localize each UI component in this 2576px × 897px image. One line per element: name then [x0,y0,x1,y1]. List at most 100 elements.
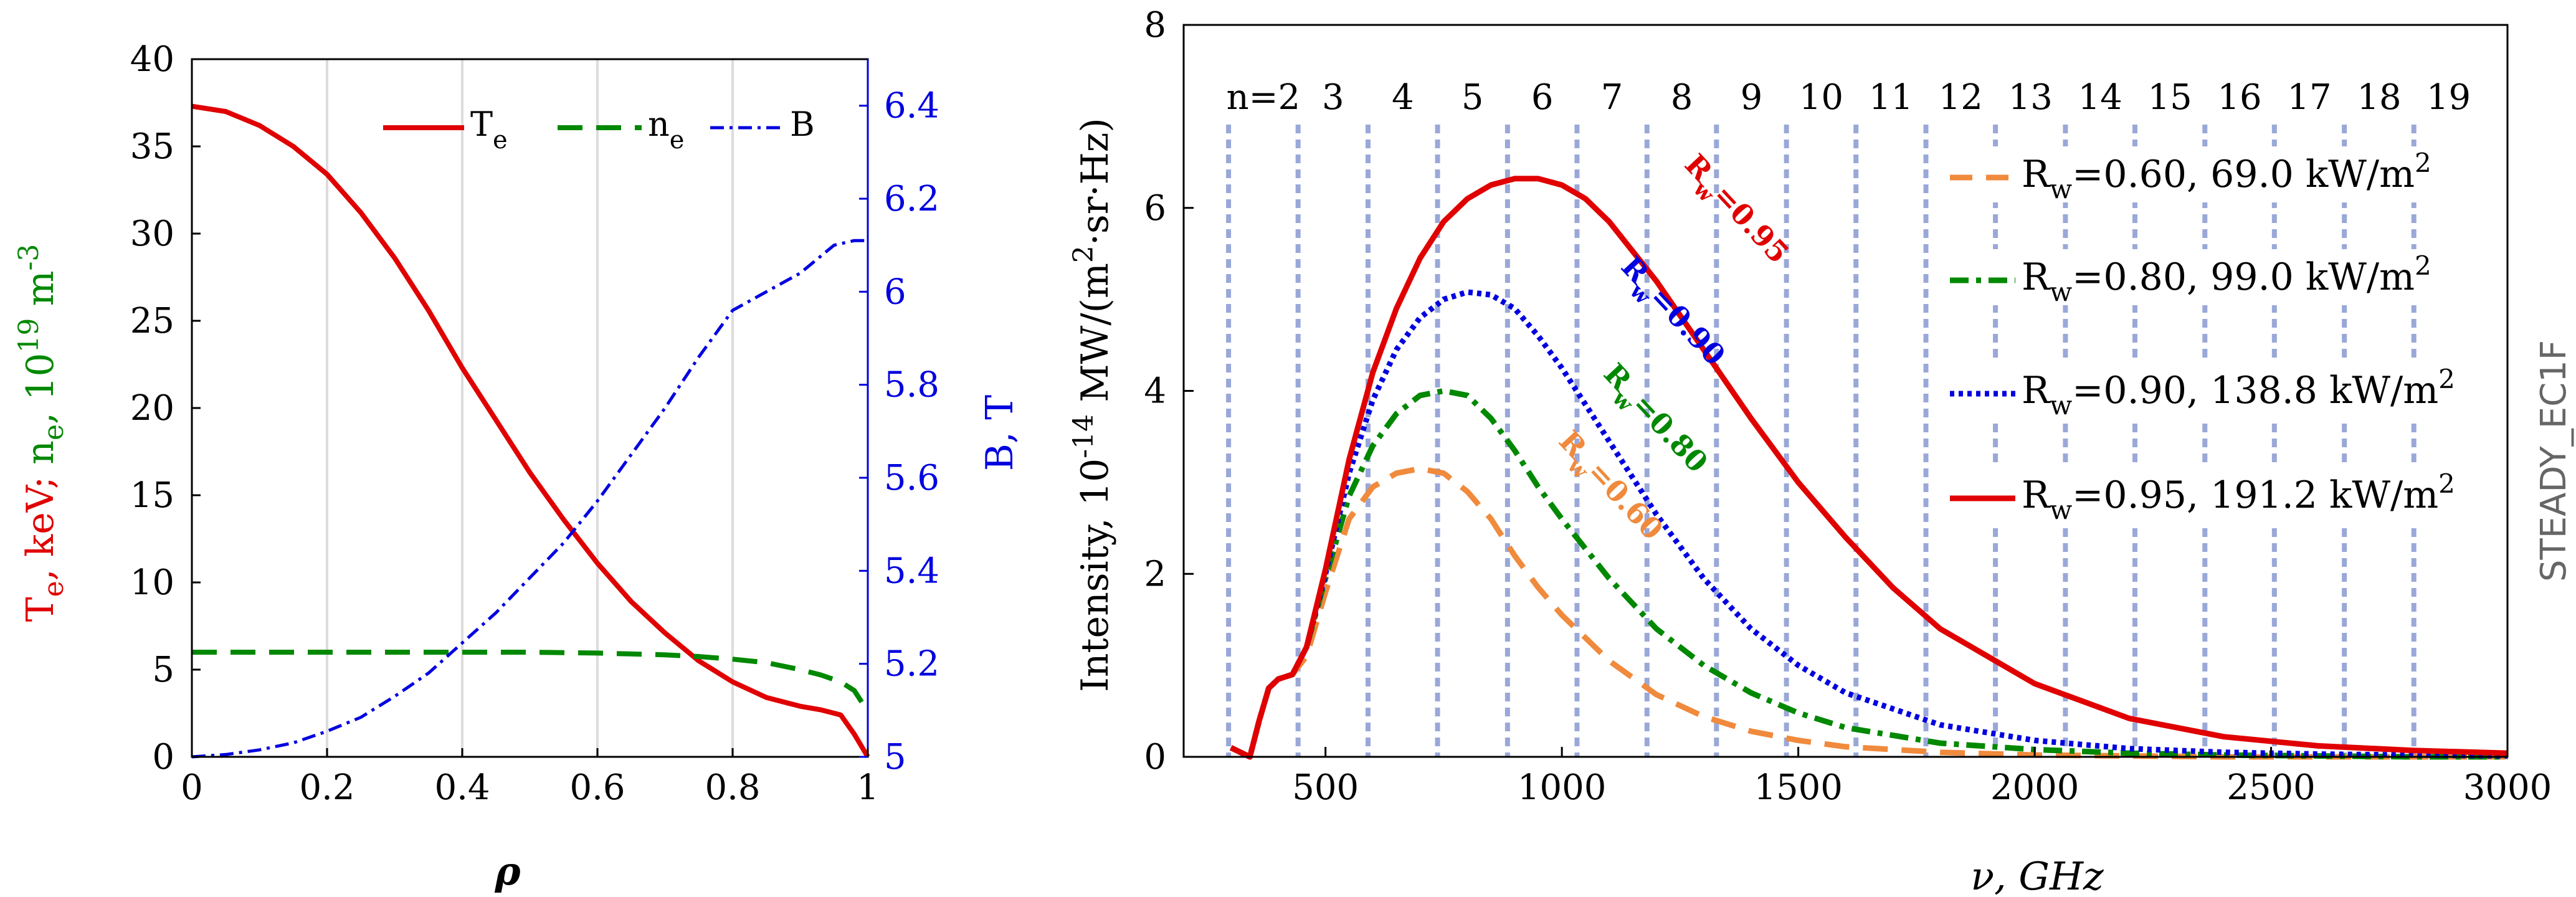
right-x-tick-label: 2000 [1990,767,2079,808]
ylabel-r-exp: -14 [1068,414,1100,458]
legend-rw095-sub: w [2050,495,2072,525]
ylabel-ne-sub: e [38,424,70,440]
series-te-line [191,103,870,759]
harmonic-label: 19 [2426,77,2471,118]
right-x-ticks: 500 1000 1500 2000 2500 3000 [1292,747,2552,808]
legend-rw090-sub: w [2050,390,2072,420]
right-x-tick-label: 3000 [2463,767,2552,808]
legend-b-label: B [790,105,815,144]
legend-rw080-exp: 2 [2415,250,2431,281]
ylabel-ne-exp: 19 [13,318,45,353]
legend-rw095-label: Rw=0.95, 191.2 kW/m2 [2022,468,2455,525]
legend-rw090-exp: 2 [2438,364,2455,394]
series-rw-0-90-line [1229,289,2508,760]
right-axis-tick-label: 6.2 [884,179,939,219]
harmonic-label: 13 [2008,77,2053,118]
legend-rw060-power: 69.0 kW/m [2210,153,2415,196]
left-y-tick-label: 5 [152,650,174,690]
legend-rw060-label: Rw=0.60, 69.0 kW/m2 [2022,148,2431,204]
legend-rw080-eq: = [2072,255,2103,299]
left-y-tick-label: 25 [130,301,174,341]
right-x-tick-label: 1500 [1754,767,1843,808]
legend-rw090-power: 138.8 kW/m [2210,369,2438,412]
right-x-tick-label: 1000 [1518,767,1607,808]
legend-rw060-r: R [2022,153,2051,196]
right-x-axis-label-text: ν, GHz [1970,853,2104,897]
legend-te-sub: e [493,126,508,154]
left-x-tick-label: 1 [857,767,879,808]
right-axis-tick-label: 5.6 [884,458,939,498]
left-y-ticks-right: 5 5.2 5.4 5.6 5.8 6 6.2 6.4 [859,86,939,777]
watermark-text: STEADY_EC1F [2534,340,2574,582]
legend-bg-3 [1944,363,2504,419]
left-y-ticks-left: 0 5 10 15 20 25 30 35 40 [130,39,201,777]
right-axis-tick-label: 6.4 [884,86,939,126]
right-x-tick-label: 2500 [2227,767,2316,808]
legend-rw080-power: 99.0 kW/m [2210,255,2415,299]
harmonic-label: 3 [1322,77,1344,118]
left-y-tick-label: 10 [130,562,174,603]
left-x-axis-label: ρ [494,848,521,894]
ylabel-ne-main: n [19,440,62,465]
legend-rw080-label: Rw=0.80, 99.0 kW/m2 [2022,250,2431,307]
legend-ne-main: n [648,105,670,144]
harmonic-label: 6 [1531,77,1554,118]
harmonic-label: 8 [1671,77,1693,118]
legend-rw095-eq: = [2072,473,2103,517]
legend-te-main: T [470,105,493,144]
right-axis-tick-label: 5 [884,737,906,777]
right-series-group [1229,176,2508,760]
left-right-axis-label: B, T [978,395,1022,471]
harmonic-label: 12 [1939,77,1983,118]
series-rw-0-80-line [1229,388,2507,760]
curve-label-rw-090: Rw=0.90 [1609,250,1732,378]
legend-te-label: Te [470,105,508,154]
right-y-ticks: 0 2 4 6 8 [1144,5,1194,777]
harmonic-label: 18 [2357,77,2401,118]
right-x-tick-label: 500 [1292,767,1359,808]
ylabel-ne-m: m [19,271,62,318]
ylabel-te-sub: e [38,581,70,597]
legend-rw095-val: 0.95 [2103,473,2187,517]
legend-rw090-val: 0.90 [2103,369,2187,412]
left-y-tick-label: 40 [130,39,174,80]
right-axis-tick-label: 5.4 [884,551,939,591]
series-b-line [191,239,868,759]
ylabel-te-main: T [19,597,62,622]
ylabel-ne-m-exp: -3 [13,244,45,271]
right-y-tick-label: 4 [1144,371,1166,412]
right-y-tick-label: 0 [1144,737,1166,777]
harmonic-label: 9 [1741,77,1763,118]
curve-label-rw-080-r: R [1597,357,1638,397]
left-x-tick-label: 0.4 [434,767,490,808]
right-y-tick-label: 6 [1144,188,1166,229]
series-rw-0-95-line [1229,176,2508,760]
curve-label-rw-095: Rw=0.95 [1672,148,1795,276]
right-plot-panel: n=2 3 4 5 6 7 8 9 10 11 12 13 14 15 16 17 18 19 500 1000 15… [1068,5,2574,897]
left-y-tick-label: 35 [130,126,174,167]
legend-rw080-val: 0.80 [2103,255,2187,299]
legend-rw090-sep: , [2187,369,2210,412]
right-y-axis-label: Intensity, 10-14 MW/(m2·sr·Hz) [1068,118,1117,692]
harmonic-label: 7 [1601,77,1623,118]
left-x-ticks: 0 0.2 0.4 0.6 0.8 1 [181,748,879,808]
right-axis-tick-label: 5.2 [884,644,939,685]
harmonic-label: 10 [1799,77,1843,118]
series-ne-line [192,650,870,713]
ylabel-ne-unit: , 10 [19,353,62,424]
curve-annotations: Rw=0.60 Rw=0.80 Rw=0.90 Rw=0.95 [1552,148,1795,546]
right-axis-tick-label: 6 [884,272,906,312]
right-y-tick-label: 2 [1144,554,1166,594]
legend-rw060-sub: w [2050,174,2072,204]
legend-ne-sub: e [670,126,685,154]
legend-rw095-power: 191.2 kW/m [2210,473,2438,517]
left-y-tick-label: 0 [152,737,174,777]
legend-rw090-label: Rw=0.90, 138.8 kW/m2 [2022,364,2455,420]
ylabel-te-unit: , keV; [19,465,62,581]
right-axis-tick-label: 5.8 [884,365,939,406]
legend-bg-2 [1944,249,2504,305]
left-vertical-grid [326,59,734,757]
ylabel-r-m2: 2 [1068,245,1100,263]
legend-rw080-sub: w [2050,277,2072,307]
